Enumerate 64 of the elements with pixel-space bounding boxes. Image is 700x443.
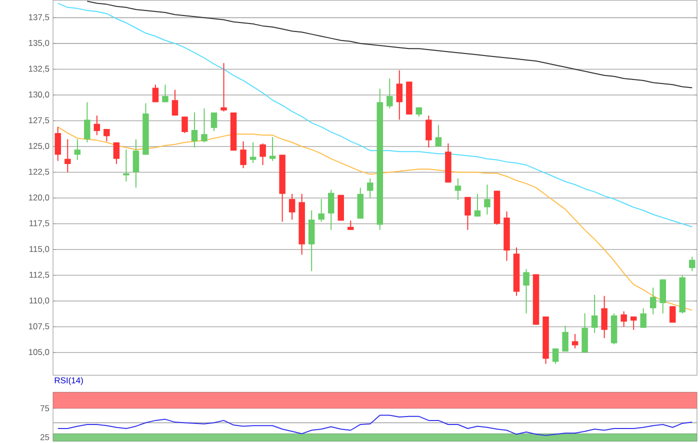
candlestick (464, 196, 471, 230)
candlestick (454, 178, 462, 200)
y-tick-label: 110,0 (30, 297, 50, 304)
y-tick-label: 122,5 (28, 168, 50, 176)
candlestick (74, 138, 81, 160)
candlestick (288, 193, 296, 220)
candlestick (640, 308, 646, 328)
candlestick (318, 198, 324, 222)
candlestick (660, 278, 666, 314)
candlestick (620, 310, 627, 328)
y-tick-label: 115,0 (30, 246, 50, 253)
y-tick-label: 25 (40, 434, 50, 440)
candlestick (191, 112, 198, 148)
candlestick (484, 184, 490, 215)
y-tick-label: 120,0 (28, 194, 50, 202)
candlestick (182, 116, 188, 134)
candlestick (426, 114, 432, 148)
y-tick-label: 137,5 (28, 14, 50, 21)
y-tick-label: 117,5 (30, 220, 50, 227)
candlestick (367, 178, 374, 198)
candlestick (220, 62, 227, 112)
candlestick (269, 136, 276, 162)
candlestick (474, 193, 481, 217)
candlestick (552, 348, 559, 364)
candlestick (123, 148, 130, 182)
candlestick (260, 142, 266, 166)
candlestick (64, 138, 71, 173)
candlestick (523, 268, 530, 314)
chart-title: RSI(14) (54, 376, 83, 385)
candlestick (104, 128, 110, 142)
y-tick-label: 105,0 (28, 348, 50, 356)
candlestick (113, 142, 120, 164)
y-tick-label: 132,5 (28, 65, 50, 72)
candlestick (210, 112, 218, 132)
candlestick (172, 89, 178, 116)
candlestick (328, 189, 334, 230)
candlestick (435, 124, 442, 147)
candlestick (201, 108, 208, 143)
candlestick (94, 114, 100, 136)
y-tick-label: 127,5 (28, 117, 50, 124)
y-tick-label: 125,0 (28, 142, 50, 150)
y-tick-label: 130,0 (28, 91, 50, 98)
y-tick-label: 112,5 (30, 272, 50, 279)
y-tick-label: 75 (40, 405, 50, 412)
candlestick (689, 256, 696, 272)
candlestick (347, 220, 354, 230)
candlestick (132, 138, 140, 188)
y-tick-label: 135,0 (28, 40, 50, 47)
candlestick (84, 101, 90, 143)
y-tick-label: 107,5 (28, 323, 50, 330)
candlestick (630, 316, 637, 330)
candlestick (54, 126, 62, 162)
candlestick (601, 295, 608, 338)
candlestick (572, 333, 578, 349)
candlestick (386, 78, 393, 109)
candlestick (670, 305, 676, 323)
candlestick (650, 286, 656, 315)
candlestick (591, 294, 598, 334)
candlestick (152, 84, 159, 102)
candlestick (240, 140, 246, 168)
candlestick (396, 70, 403, 120)
candlestick (250, 142, 256, 164)
candlestick (562, 325, 568, 352)
candlestick (162, 84, 168, 102)
